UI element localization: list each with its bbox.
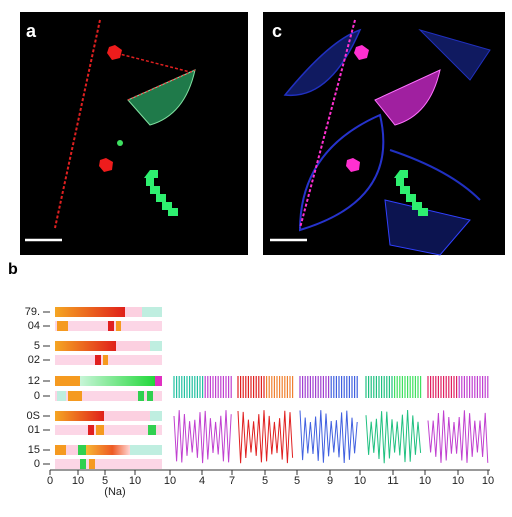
- node: [354, 45, 369, 60]
- bar-segment: [55, 425, 162, 435]
- bar-segment: [55, 341, 116, 351]
- trace: [427, 410, 489, 463]
- arc: [283, 28, 362, 97]
- panel-label: b: [8, 261, 18, 278]
- bar-segment: [68, 391, 82, 401]
- x-tick-label: 5: [102, 475, 108, 487]
- bar-segment: [103, 355, 108, 365]
- y-tick-label: 02: [28, 354, 40, 366]
- bar-segment: [96, 425, 104, 435]
- arc: [298, 113, 385, 232]
- bar-segment: [55, 411, 104, 421]
- bar-segment: [138, 391, 144, 401]
- filament: [299, 19, 356, 229]
- bar-segment: [55, 355, 162, 365]
- bar-segment: [142, 307, 162, 317]
- arc: [389, 149, 481, 201]
- x-tick-label: 4: [199, 475, 205, 487]
- shard: [384, 199, 471, 256]
- node: [107, 45, 122, 60]
- panel-label: c: [272, 21, 282, 41]
- bar-segment: [148, 425, 156, 435]
- bar-segment: [104, 411, 150, 421]
- node: [99, 158, 113, 172]
- bar-segment: [78, 445, 86, 455]
- trace: [237, 410, 294, 464]
- filament: [111, 51, 191, 73]
- bar-segment: [89, 459, 95, 469]
- y-tick-label: 12: [28, 375, 40, 387]
- x-axis-label: (Na): [104, 486, 125, 498]
- fan: [127, 69, 196, 126]
- bar-segment: [147, 391, 153, 401]
- bar-segment: [55, 376, 80, 386]
- bar-segment: [88, 425, 94, 435]
- panel-a: [20, 12, 248, 255]
- bar-segment: [130, 445, 162, 455]
- filament: [54, 19, 101, 229]
- fan: [374, 69, 441, 126]
- bar-segment: [55, 445, 66, 455]
- x-tick-label: 10: [419, 475, 431, 487]
- x-tick-label: 0: [47, 475, 53, 487]
- trace: [299, 410, 358, 464]
- shard: [418, 28, 491, 81]
- y-tick-label: 04: [28, 320, 40, 332]
- bar-segment: [57, 391, 66, 401]
- bar-segment: [55, 307, 125, 317]
- y-tick-label: 79.: [25, 306, 40, 318]
- bar-segment: [55, 391, 162, 401]
- x-tick-label: 5: [262, 475, 268, 487]
- bar-segment: [116, 321, 121, 331]
- y-tick-label: 15: [28, 444, 40, 456]
- bar-segment: [80, 376, 155, 386]
- y-tick-label: 5: [34, 340, 40, 352]
- x-tick-label: 7: [229, 475, 235, 487]
- traces: [173, 376, 489, 464]
- l-shape: [144, 170, 178, 216]
- trace: [365, 409, 422, 464]
- bar-segment: [155, 376, 162, 386]
- l-shape: [394, 170, 428, 216]
- x-tick-label: 10: [164, 475, 176, 487]
- bar-segment: [125, 307, 142, 317]
- y-tick-label: 0: [34, 458, 40, 470]
- filament: [127, 69, 196, 101]
- trace: [173, 410, 232, 464]
- x-tick-label: 10: [129, 475, 141, 487]
- y-tick-label: 01: [28, 424, 40, 436]
- bar-segment: [57, 321, 68, 331]
- bar-segment: [86, 445, 130, 455]
- y-tick-label: 0S: [27, 410, 40, 422]
- bar-segment: [95, 355, 101, 365]
- x-tick-label: 10: [452, 475, 464, 487]
- x-tick-label: 9: [327, 475, 333, 487]
- y-tick-label: 0: [34, 390, 40, 402]
- bar-segment: [150, 341, 162, 351]
- x-tick-label: 10: [354, 475, 366, 487]
- bar-rows: [55, 307, 162, 469]
- x-tick-label: 10: [482, 475, 494, 487]
- bar-segment: [80, 459, 86, 469]
- x-tick-label: 11: [387, 475, 398, 487]
- dot: [117, 140, 123, 146]
- bar-segment: [116, 341, 150, 351]
- bar-segment: [150, 411, 162, 421]
- panel-label: a: [26, 21, 37, 41]
- bar-segment: [55, 459, 162, 469]
- x-tick-label: 10: [72, 475, 84, 487]
- node: [346, 158, 360, 172]
- x-tick-label: 5: [294, 475, 300, 487]
- bar-segment: [66, 445, 78, 455]
- bar-segment: [108, 321, 114, 331]
